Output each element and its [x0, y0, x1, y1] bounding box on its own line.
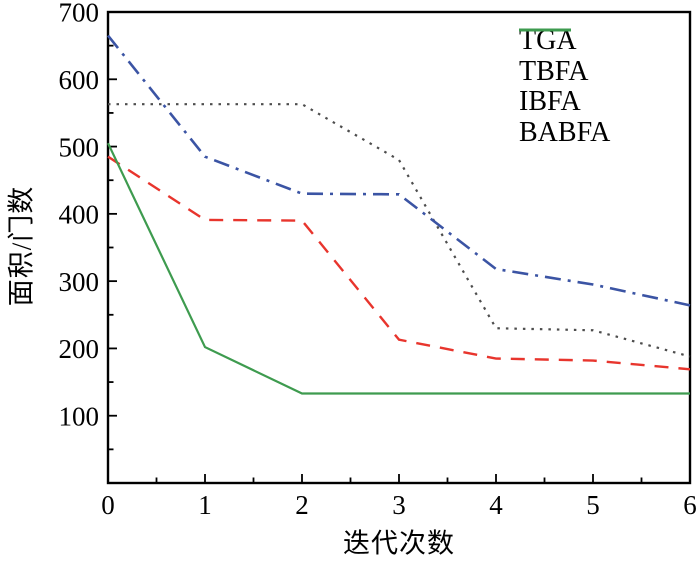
legend-label-tbfa: TBFA	[519, 55, 589, 87]
x-axis-tick-label: 4	[489, 490, 503, 520]
y-axis-tick-label: 100	[59, 401, 100, 431]
series-line-babfa	[107, 142, 690, 395]
y-axis-title: 面积/门数	[6, 185, 37, 307]
y-axis-tick-label: 700	[59, 0, 100, 28]
legend: TGA TBFA IBFA BABFA	[519, 26, 610, 148]
x-axis-tick-label: 5	[586, 490, 600, 520]
x-axis-tick-label: 3	[392, 490, 406, 520]
series-line-ibfa	[106, 34, 691, 307]
series-line-tga	[108, 103, 691, 358]
legend-item-tbfa: TBFA	[519, 28, 610, 88]
series-line-tbfa	[107, 155, 691, 371]
x-axis-tick-label: 6	[683, 490, 697, 520]
x-axis-title: 迭代次数	[343, 528, 455, 559]
y-axis-tick-label: 400	[59, 200, 100, 230]
legend-label-ibfa: IBFA	[519, 86, 581, 118]
x-axis-tick-label: 2	[295, 490, 309, 520]
y-axis-tick-label: 200	[59, 334, 100, 364]
y-axis-tick-label: 300	[59, 267, 100, 297]
y-axis-tick-label: 600	[59, 65, 100, 95]
x-axis-tick-label: 0	[101, 490, 115, 520]
legend-item-babfa: BABFA	[519, 28, 611, 149]
x-axis-tick-label: 1	[198, 490, 212, 520]
y-axis-tick-label: 500	[59, 132, 100, 162]
legend-item-ibfa: IBFA	[519, 28, 610, 118]
legend-line-sample	[519, 28, 571, 32]
legend-label-babfa: BABFA	[519, 116, 611, 148]
